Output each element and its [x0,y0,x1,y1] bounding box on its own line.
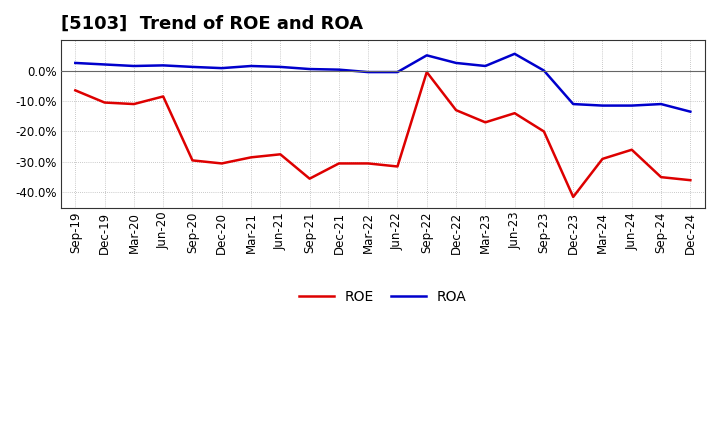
ROE [247,155,256,160]
ROA [71,60,80,66]
ROA [598,103,607,108]
ROA [539,68,548,73]
ROE [100,100,109,105]
ROA [481,63,490,69]
ROE [276,152,284,157]
ROE [188,158,197,163]
ROA [159,63,168,68]
ROA [364,70,372,75]
ROA [100,62,109,67]
ROA [686,109,695,114]
Text: [5103]  Trend of ROE and ROA: [5103] Trend of ROE and ROA [60,15,363,33]
ROA [657,101,665,106]
ROE [539,129,548,134]
ROA [130,63,138,69]
ROE [451,107,460,113]
ROE [510,110,519,116]
ROE [423,70,431,75]
ROA [627,103,636,108]
Line: ROE: ROE [76,72,690,197]
ROA [510,51,519,56]
ROA [335,67,343,72]
ROA [217,66,226,71]
ROA [188,64,197,70]
ROE [627,147,636,152]
Legend: ROE, ROA: ROE, ROA [300,290,467,304]
ROE [217,161,226,166]
ROA [247,63,256,69]
ROE [71,88,80,93]
ROA [569,101,577,106]
ROE [569,194,577,200]
ROA [451,60,460,66]
ROE [305,176,314,181]
ROE [481,120,490,125]
ROE [335,161,343,166]
ROE [686,178,695,183]
Line: ROA: ROA [76,54,690,112]
ROE [364,161,372,166]
ROE [657,175,665,180]
ROE [130,101,138,106]
ROA [393,70,402,75]
ROE [598,156,607,161]
ROA [305,66,314,72]
ROE [393,164,402,169]
ROA [423,53,431,58]
ROA [276,64,284,70]
ROE [159,94,168,99]
